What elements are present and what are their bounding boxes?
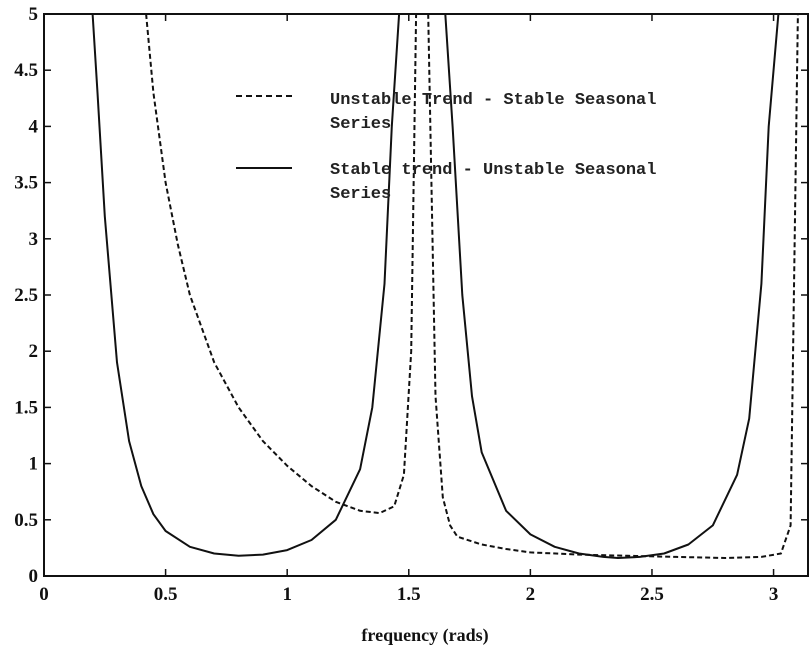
- y-tick-label: 4: [29, 116, 39, 137]
- x-tick-label: 0: [39, 584, 49, 605]
- x-tick-label: 1.5: [397, 584, 421, 605]
- y-tick-label: 1.5: [14, 397, 38, 418]
- y-tick-label: 3.5: [14, 173, 38, 194]
- label-layer: 0 0.5 1 1.5 2 2.5 3 0 0.5 1 1.5 2 2.5 3 3.5 4 4.5 5: [14, 4, 778, 605]
- y-tick-label: 1: [29, 454, 39, 475]
- y-tick-label: 0: [29, 566, 39, 587]
- y-tick-label: 2: [29, 341, 39, 362]
- x-tick-label: 3: [769, 584, 779, 605]
- plot-frame: [43, 13, 809, 577]
- legend-label-2: Stable trend - Unstable Seasonal Series: [330, 161, 656, 204]
- x-tick-label: 2: [526, 584, 536, 605]
- legend: Unstable Trend - Stable Seasonal Series St…: [236, 91, 656, 204]
- series-line-1: [145, 13, 799, 559]
- x-axis-title: frequency (rads): [361, 625, 488, 646]
- x-tick-label: 1: [282, 584, 292, 605]
- x-tick-label: 0.5: [154, 584, 178, 605]
- y-tick-label: 2.5: [14, 285, 38, 306]
- y-tick-label: 4.5: [14, 60, 38, 81]
- x-tick-label: 2.5: [640, 584, 664, 605]
- y-tick-label: 0.5: [14, 510, 38, 531]
- y-tick-label: 3: [29, 229, 39, 250]
- legend-label-1: Unstable Trend - Stable Seasonal Series: [330, 91, 656, 134]
- tick-layer: [43, 13, 808, 577]
- y-tick-label: 5: [29, 4, 39, 25]
